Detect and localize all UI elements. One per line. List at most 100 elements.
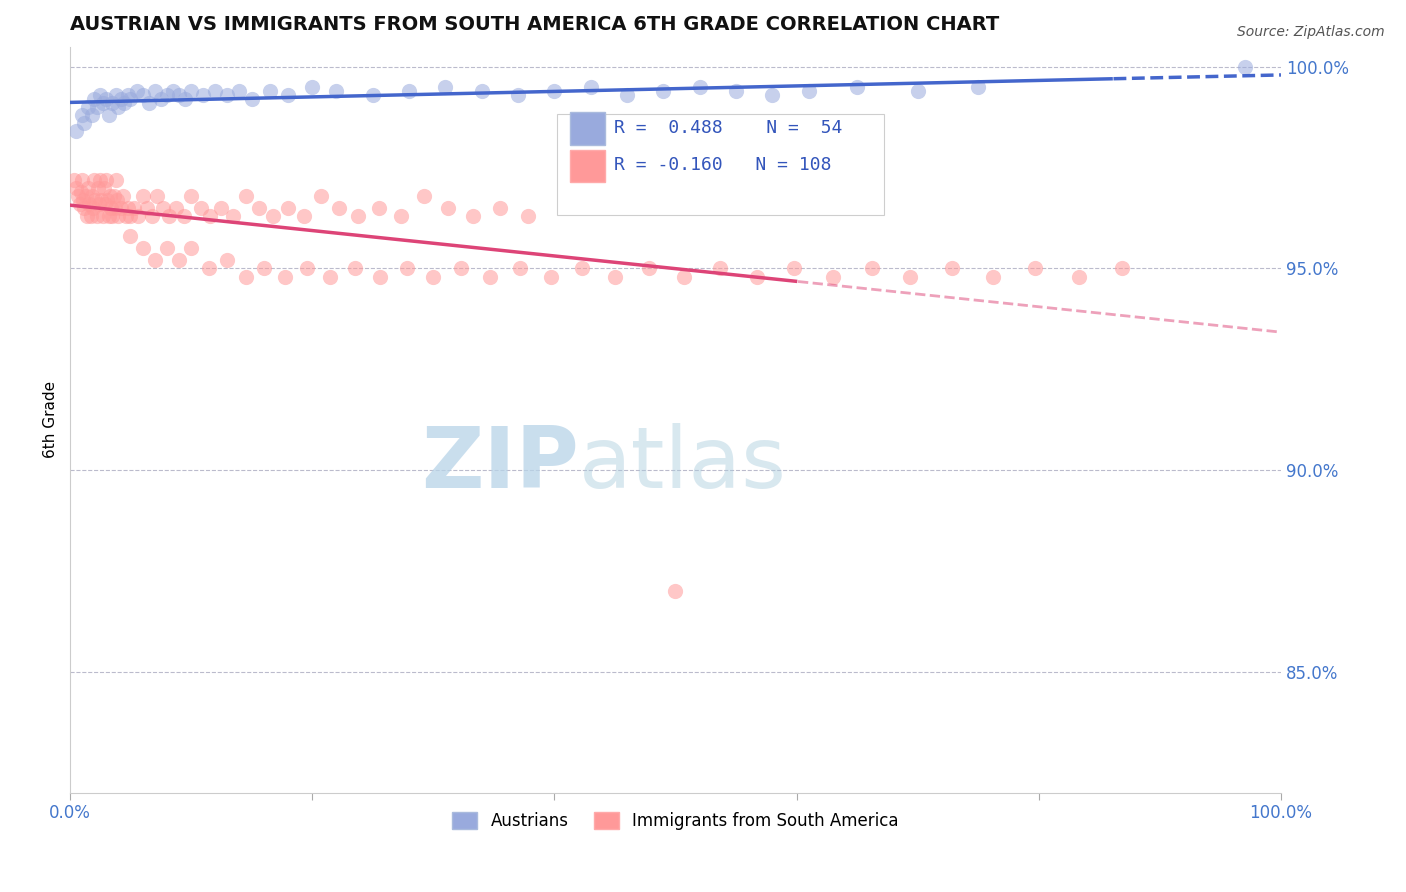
Point [235, 189, 257, 203]
Point [141, 209, 163, 223]
Point [107, 100, 129, 114]
Point [162, 84, 184, 98]
Point [297, 261, 319, 276]
Point [87, 181, 110, 195]
Point [689, 80, 711, 95]
Point [131, 241, 153, 255]
Point [127, 209, 149, 223]
Point [368, 269, 391, 284]
Point [80, 189, 103, 203]
Point [104, 88, 127, 103]
FancyBboxPatch shape [557, 114, 884, 214]
Point [73, 201, 96, 215]
Point [222, 209, 245, 223]
Point [96, 92, 118, 106]
Point [941, 261, 963, 276]
Legend: Austrians, Immigrants from South America: Austrians, Immigrants from South America [446, 805, 905, 837]
Point [143, 253, 166, 268]
Point [907, 84, 929, 98]
Point [138, 96, 160, 111]
Point [664, 584, 686, 599]
Point [112, 189, 135, 203]
Text: atlas: atlas [578, 423, 786, 506]
Point [761, 88, 783, 103]
Point [98, 189, 121, 203]
Point [143, 84, 166, 98]
Point [543, 84, 565, 98]
Point [898, 269, 921, 284]
Point [149, 92, 172, 106]
Point [91, 96, 114, 111]
Point [146, 189, 169, 203]
Point [104, 172, 127, 186]
Point [571, 261, 593, 276]
Point [131, 88, 153, 103]
Point [235, 269, 257, 284]
Point [101, 209, 124, 223]
Point [80, 108, 103, 122]
Point [479, 269, 502, 284]
Point [120, 209, 142, 223]
Point [82, 201, 104, 215]
Point [136, 201, 159, 215]
Point [217, 88, 239, 103]
Point [398, 84, 420, 98]
Point [79, 209, 101, 223]
Point [67, 189, 90, 203]
Y-axis label: 6th Grade: 6th Grade [44, 381, 58, 458]
Point [75, 189, 97, 203]
Point [821, 269, 844, 284]
Point [77, 181, 100, 195]
Point [1067, 269, 1090, 284]
Point [76, 209, 98, 223]
Point [70, 172, 93, 186]
Point [112, 96, 135, 111]
Point [83, 92, 105, 106]
Point [981, 269, 1004, 284]
Point [79, 197, 101, 211]
Point [347, 209, 370, 223]
Point [86, 100, 108, 114]
Point [262, 209, 284, 223]
Point [73, 116, 96, 130]
Point [97, 108, 120, 122]
Point [292, 209, 315, 223]
Point [69, 185, 91, 199]
Point [101, 96, 124, 111]
Point [301, 80, 323, 95]
Point [89, 172, 111, 186]
Point [65, 124, 87, 138]
Point [361, 88, 384, 103]
Point [191, 88, 214, 103]
Point [328, 201, 350, 215]
Point [65, 181, 87, 195]
Point [200, 209, 222, 223]
Point [240, 92, 263, 106]
Point [325, 84, 347, 98]
Point [228, 84, 250, 98]
FancyBboxPatch shape [569, 150, 605, 183]
Point [783, 261, 806, 276]
Point [436, 201, 458, 215]
Point [167, 88, 190, 103]
Point [603, 269, 626, 284]
Point [709, 261, 731, 276]
Point [506, 88, 529, 103]
Point [105, 193, 128, 207]
Point [846, 80, 869, 95]
Point [637, 261, 659, 276]
Point [166, 201, 188, 215]
Point [204, 84, 226, 98]
Point [100, 201, 122, 215]
Point [616, 88, 638, 103]
Point [1024, 261, 1046, 276]
Point [509, 261, 531, 276]
Point [107, 209, 129, 223]
Point [1111, 261, 1133, 276]
Point [422, 269, 444, 284]
Point [309, 189, 332, 203]
Point [745, 269, 768, 284]
Point [117, 201, 139, 215]
Point [90, 193, 112, 207]
Point [579, 80, 602, 95]
